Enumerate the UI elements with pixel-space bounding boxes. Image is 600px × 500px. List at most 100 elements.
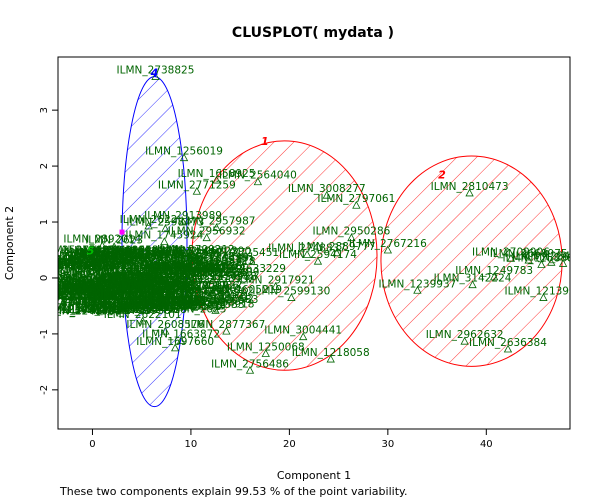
- point-label: ILMN_1220499: [109, 270, 187, 282]
- point-label: ILMN_1224765: [143, 265, 221, 277]
- point-label: ILMN_1234698: [512, 250, 590, 262]
- point-label: ILMN_2799212: [25, 284, 103, 296]
- point-label: ILMN_2917921: [237, 274, 315, 286]
- point-label: ILMN_2877367: [187, 319, 265, 331]
- point-label: ILMN_2725451: [201, 247, 279, 259]
- point-label: ILMN_1224765: [52, 281, 130, 293]
- point-label: ILMN_2623: [52, 258, 110, 270]
- point-label: ILMN_2767216: [349, 238, 427, 250]
- point-marker: [152, 283, 161, 292]
- point-label: ILMN_1745924: [35, 290, 113, 302]
- x-tick-label: 0: [89, 439, 95, 450]
- point-label: ILMN_1663872: [142, 329, 220, 341]
- point-label: ILMN_2892014: [150, 280, 228, 292]
- point-label: ILMN_1224765: [47, 287, 125, 299]
- point-label: ILMN_1241337: [91, 252, 169, 264]
- point-label: ILMN_2622101: [165, 247, 243, 259]
- points-layer: ILMN_2956932ILMN_1745924ILMN_2623ILMN_25…: [16, 65, 600, 374]
- point-marker: [161, 326, 170, 335]
- point-label: ILMN_2892014: [110, 275, 188, 287]
- y-tick-label: 1: [39, 219, 50, 225]
- point-label: ILMN_2956932: [166, 289, 244, 301]
- point-label: ILMN_1248361: [70, 296, 148, 308]
- point-label: ILMN_2595323: [127, 252, 205, 264]
- point-label: ILMN_1218058: [292, 347, 370, 359]
- cluster-4-ellipse: [121, 76, 188, 408]
- point-label: ILMN_2962632: [426, 329, 504, 341]
- point-label: ILMN_2672290: [120, 299, 198, 311]
- point-label: ILMN_2585562: [26, 260, 104, 272]
- point-label: ILMN_2595323: [19, 257, 97, 269]
- point-label: ILMN_2585562: [148, 297, 226, 309]
- point-marker: [161, 224, 170, 233]
- point-label: ILMN_2956932: [164, 280, 242, 292]
- point-label: ILMN_2595323: [160, 246, 238, 258]
- point-label: ILMN_2672290: [147, 263, 225, 275]
- point-label: ILMN_1226583: [56, 251, 134, 263]
- point-label: ILMN_1224765: [18, 290, 96, 302]
- x-tick-label: 40: [480, 439, 493, 450]
- point-label: ILMN_2585562: [62, 284, 140, 296]
- point-label: ILMN_2771259: [158, 179, 236, 191]
- point-label: ILMN_2595323: [177, 255, 255, 267]
- point-label: ILMN_1214918: [109, 304, 187, 316]
- point-label: ILMN_1745924: [21, 275, 99, 287]
- point-label: ILMN_2956932: [60, 291, 138, 303]
- point-label: ILMN_2622101: [104, 309, 182, 321]
- point-label: ILMN_3004441: [264, 325, 342, 337]
- point-label: ILMN_2595323: [72, 285, 150, 297]
- point-marker: [176, 336, 186, 345]
- point-marker: [151, 72, 160, 80]
- point-label: ILMN_1256019: [145, 146, 223, 158]
- point-label: ILMN_1226583: [44, 303, 122, 315]
- point-label: ILMN_2892014: [16, 275, 94, 287]
- point-label: ILMN_2672290: [150, 286, 228, 298]
- point-marker: [383, 245, 393, 254]
- point-marker: [524, 255, 533, 264]
- point-label: ILMN_2711936: [91, 300, 169, 312]
- point-label: ILMN_2799212: [148, 262, 226, 274]
- point-label: ILMN_1248361: [129, 295, 207, 307]
- point-label: ILMN_1224765: [157, 296, 235, 308]
- point-marker: [212, 223, 221, 232]
- point-label: ILMN_1249783: [455, 265, 533, 277]
- point-label: ILMN_2711936: [97, 290, 175, 302]
- point-label: ILMN_1226583: [57, 273, 135, 285]
- point-marker: [322, 190, 331, 199]
- point-label: ILMN_1745924: [125, 230, 203, 242]
- point-label: ILMN_1224765: [67, 282, 145, 294]
- point-label: ILMN_2585562: [33, 277, 111, 289]
- magenta-center-marker: [119, 229, 125, 235]
- point-label: ILMN_2761533: [167, 299, 245, 311]
- point-marker: [238, 291, 248, 300]
- point-label: ILMN_2810473: [431, 181, 509, 193]
- y-axis-label: Component 2: [3, 206, 16, 280]
- point-label: ILMN_2626491: [524, 251, 600, 263]
- point-label: ILMN_2605219: [204, 284, 282, 296]
- point-label: ILMN_1241337: [130, 266, 208, 278]
- point-label: ILMN_1241337: [114, 278, 192, 290]
- point-label: ILMN_1745924: [22, 281, 100, 293]
- point-label: ILMN_1220499: [55, 254, 133, 266]
- point-marker: [178, 217, 188, 226]
- point-label: ILMN_1248361: [86, 271, 164, 283]
- point-label: ILMN_2892014: [37, 285, 115, 297]
- point-label: ILMN_2623: [85, 235, 143, 247]
- point-label: ILMN_2622101: [30, 301, 108, 313]
- point-label: ILMN_2711936: [31, 292, 109, 304]
- point-label: ILMN_2711936: [26, 290, 104, 302]
- point-marker: [537, 260, 546, 268]
- point-label: ILMN_2595323: [55, 260, 133, 272]
- point-label: ILMN_1248361: [89, 275, 167, 287]
- point-label: ILMN_2761533: [90, 254, 168, 266]
- point-label: ILMN_2799212: [37, 257, 115, 269]
- point-label: ILMN_1248361: [92, 252, 170, 264]
- point-label: ILMN_1220499: [67, 249, 145, 261]
- point-marker: [160, 237, 169, 246]
- point-marker: [184, 293, 194, 301]
- point-label: ILMN_1241337: [55, 287, 133, 299]
- point-label: ILMN_2622101: [130, 262, 208, 274]
- point-label: ILMN_2598473: [126, 217, 204, 229]
- point-label: ILMN_2950286: [312, 226, 390, 238]
- point-marker: [211, 306, 220, 314]
